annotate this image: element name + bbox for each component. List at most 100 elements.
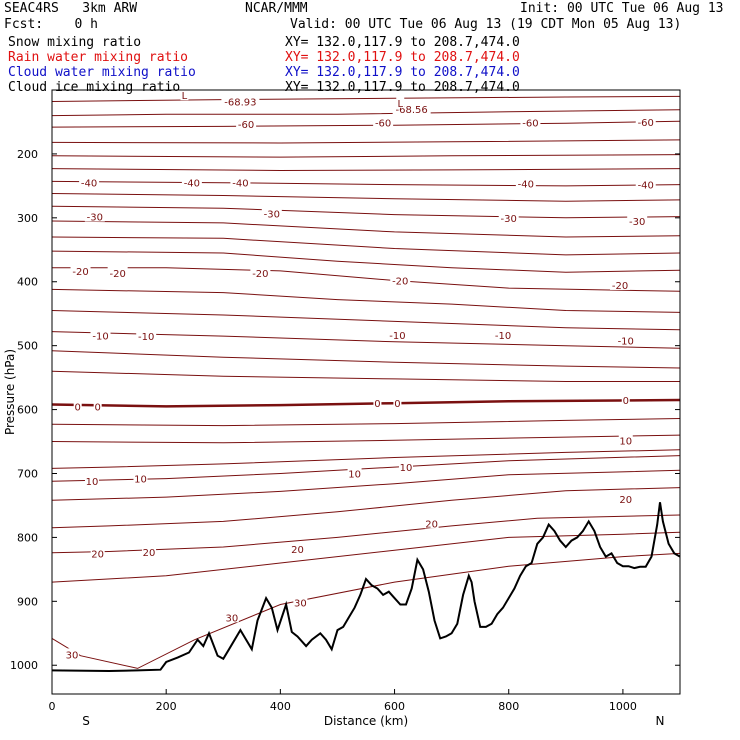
contour-label-7: -60 <box>638 118 654 129</box>
contour-label-bg-37 <box>618 493 633 505</box>
contour-label-39: 20 <box>91 549 104 560</box>
contour-line-26 <box>52 514 680 554</box>
contour-line-2 <box>52 109 680 117</box>
contour-label-38: 20 <box>425 519 438 530</box>
legend-rain-xy: XY= 132.0,117.9 to 208.7,474.0 <box>285 50 520 65</box>
contour-label-bg-30 <box>393 397 402 409</box>
contour-label-bg-36 <box>398 461 413 473</box>
contour-label-10: -40 <box>232 179 248 190</box>
legend-cloudice-xy: XY= 132.0,117.9 to 208.7,474.0 <box>285 80 520 95</box>
contour-label-37: 20 <box>619 495 632 506</box>
contour-label-bg-19 <box>250 266 271 278</box>
x-end-label-right: N <box>656 714 665 728</box>
legend-rain-name: Rain water mixing ratio <box>8 50 189 65</box>
y-tick-label-1000: 1000 <box>10 659 38 672</box>
contour-label-bg-39 <box>90 547 105 559</box>
contour-line-19 <box>52 398 680 408</box>
contour-label-bg-34 <box>133 472 148 484</box>
contour-line-18 <box>52 370 680 382</box>
valid-time: Valid: 00 UTC Tue 06 Aug 13 (19 CDT Mon … <box>290 17 682 32</box>
contour-label-17: -20 <box>72 267 88 278</box>
contour-label-bg-33 <box>84 475 99 487</box>
contour-label-5: -60 <box>375 119 391 130</box>
contour-label-25: -10 <box>495 331 511 342</box>
contour-label-bg-38 <box>424 517 439 529</box>
contour-label-23: -10 <box>138 332 154 343</box>
x-end-label-left: S <box>82 714 90 728</box>
contour-label-bg-26 <box>615 334 636 346</box>
contour-label-35: 10 <box>348 469 361 480</box>
x-tick-label-600: 600 <box>384 700 405 713</box>
contour-label-bg-42 <box>293 596 308 608</box>
contour-label-29: 0 <box>374 399 380 410</box>
contour-label-1: -68.56 <box>396 105 428 116</box>
contour-label-bg-31 <box>621 393 630 405</box>
contour-line-9 <box>52 205 680 219</box>
y-tick-label-900: 900 <box>17 595 38 608</box>
contour-label-bg-14 <box>261 207 282 219</box>
contour-label-bg-16 <box>627 215 648 227</box>
contour-label-bg-27 <box>73 400 82 412</box>
contour-label-bg-3 <box>396 96 405 108</box>
contour-label-bg-17 <box>70 264 91 276</box>
contour-label-22: -10 <box>92 331 108 342</box>
contour-label-bg-12 <box>635 178 656 190</box>
contour-label-8: -40 <box>81 179 97 190</box>
y-tick-label-400: 400 <box>17 276 38 289</box>
contour-label-12: -40 <box>638 181 654 192</box>
contour-label-11: -40 <box>518 179 534 190</box>
contour-label-9: -40 <box>184 179 200 190</box>
contour-line-7 <box>52 180 680 187</box>
contour-label-20: -20 <box>392 276 408 287</box>
legend-cloudice-name: Cloud ice mixing ratio <box>8 80 181 95</box>
contour-label-bg-8 <box>79 176 100 188</box>
model-title: SEAC4RS 3km ARW <box>4 1 138 16</box>
x-tick-label-200: 200 <box>156 700 177 713</box>
x-tick-label-800: 800 <box>498 700 519 713</box>
contour-label-41: 20 <box>291 545 304 556</box>
contour-label-2: L <box>182 91 188 102</box>
contour-label-16: -30 <box>629 217 645 228</box>
contour-line-4 <box>52 139 680 144</box>
x-tick-label-0: 0 <box>49 700 56 713</box>
contour-label-bg-35 <box>347 467 362 479</box>
init-time: Init: 00 UTC Tue 06 Aug 13 <box>520 1 724 16</box>
contour-label-24: -10 <box>389 331 405 342</box>
y-tick-label-800: 800 <box>17 531 38 544</box>
contour-label-bg-25 <box>493 328 514 340</box>
contour-label-bg-11 <box>515 177 536 189</box>
contour-label-bg-44 <box>64 648 79 660</box>
contour-line-20 <box>52 418 680 427</box>
contour-line-25 <box>52 487 680 529</box>
contour-label-33: 10 <box>86 477 99 488</box>
contour-label-bg-28 <box>93 400 102 412</box>
contour-label-bg-6 <box>520 116 541 128</box>
contour-label-bg-23 <box>136 330 157 342</box>
contour-line-16 <box>52 331 680 349</box>
x-axis-label: Distance (km) <box>324 714 408 728</box>
contour-label-bg-1 <box>392 103 431 115</box>
contour-label-bg-7 <box>635 115 656 127</box>
contour-label-36: 10 <box>400 463 413 474</box>
contour-line-28 <box>52 552 680 669</box>
contour-label-44: 30 <box>66 650 79 661</box>
terrain-line <box>51 502 681 673</box>
contour-line-10 <box>52 220 680 238</box>
contour-label-bg-2 <box>180 89 189 101</box>
contour-line-5 <box>52 154 680 158</box>
contour-label-21: -20 <box>612 281 628 292</box>
legend-snow-name: Snow mixing ratio <box>8 35 142 50</box>
legend-cloudwater-name: Cloud water mixing ratio <box>8 65 196 80</box>
contour-label-bg-22 <box>90 329 111 341</box>
contour-label-0: -68.93 <box>224 98 256 109</box>
contour-label-bg-43 <box>224 611 239 623</box>
contour-line-15 <box>52 310 680 331</box>
y-tick-label-600: 600 <box>17 404 38 417</box>
contour-label-bg-10 <box>230 176 251 188</box>
contour-label-42: 30 <box>294 599 307 610</box>
contour-label-bg-18 <box>107 266 128 278</box>
contour-line-3 <box>52 120 680 128</box>
contour-label-bg-5 <box>373 116 394 128</box>
contour-label-6: -60 <box>522 119 538 130</box>
